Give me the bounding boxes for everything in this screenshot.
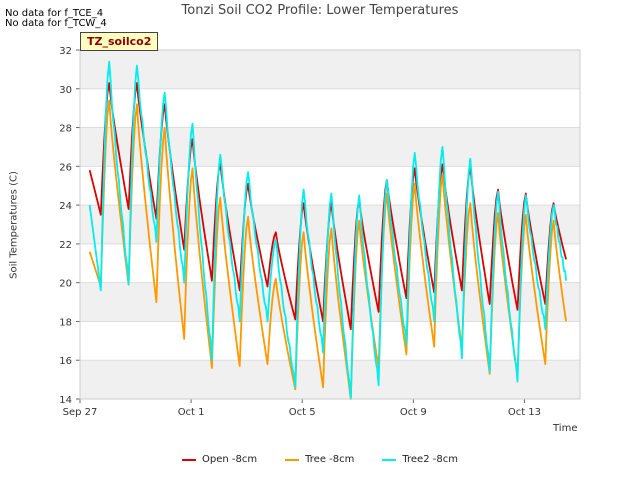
- y-axis-label: Soil Temperatures (C): [8, 171, 20, 279]
- series-tree2-line: [88, 60, 567, 400]
- grid-band: [80, 243, 580, 283]
- y-tick-label: 30: [59, 85, 72, 96]
- site-badge: TZ_soilco2: [80, 32, 159, 51]
- y-tick-label: 26: [59, 162, 72, 173]
- legend: Open -8cm Tree -8cm Tree2 -8cm: [0, 454, 640, 465]
- x-tick-label: Oct 5: [289, 407, 316, 418]
- y-tick-label: 16: [59, 356, 72, 367]
- y-tick-label: 24: [59, 201, 72, 212]
- chart-title: Tonzi Soil CO2 Profile: Lower Temperatur…: [181, 3, 459, 18]
- x-tick-label: Oct 9: [400, 407, 427, 418]
- y-tick-label: 20: [59, 279, 72, 290]
- grid-band: [80, 360, 580, 399]
- series-lines: [88, 60, 567, 400]
- legend-label-tree2: Tree2 -8cm: [402, 454, 458, 465]
- grid-band: [80, 127, 580, 167]
- y-tick-label: 14: [59, 395, 72, 406]
- y-tick-label: 18: [59, 317, 72, 328]
- grid-band: [80, 50, 580, 89]
- legend-label-open: Open -8cm: [202, 454, 258, 465]
- grid-band: [80, 321, 580, 361]
- x-axis-label: Time: [553, 423, 578, 434]
- legend-swatch-tree: [285, 458, 300, 461]
- plot-frame: [79, 49, 581, 400]
- y-tick-label: 28: [59, 124, 72, 135]
- y-axis: 14 16 18 20 22 24 26 28 30 32: [59, 46, 80, 406]
- no-data-note-1: No data for f_TCE_4: [5, 8, 104, 19]
- legend-item-open[interactable]: Open -8cm: [182, 454, 257, 465]
- grid-band: [80, 88, 580, 128]
- legend-swatch-tree2: [382, 458, 397, 461]
- y-tick-label: 32: [59, 46, 72, 57]
- grid-band: [80, 282, 580, 322]
- x-tick-label: Oct 1: [178, 407, 205, 418]
- legend-swatch-open: [182, 458, 197, 461]
- no-data-note-2: No data for f_TCW_4: [5, 18, 107, 29]
- x-tick-label: Sep 27: [63, 407, 98, 418]
- legend-item-tree[interactable]: Tree -8cm: [285, 454, 354, 465]
- x-axis: Sep 27 Oct 1 Oct 5 Oct 9 Oct 13: [63, 399, 541, 418]
- legend-label-tree: Tree -8cm: [305, 454, 355, 465]
- legend-item-tree2[interactable]: Tree2 -8cm: [382, 454, 458, 465]
- y-tick-label: 22: [59, 240, 72, 251]
- x-tick-label: Oct 13: [508, 407, 541, 418]
